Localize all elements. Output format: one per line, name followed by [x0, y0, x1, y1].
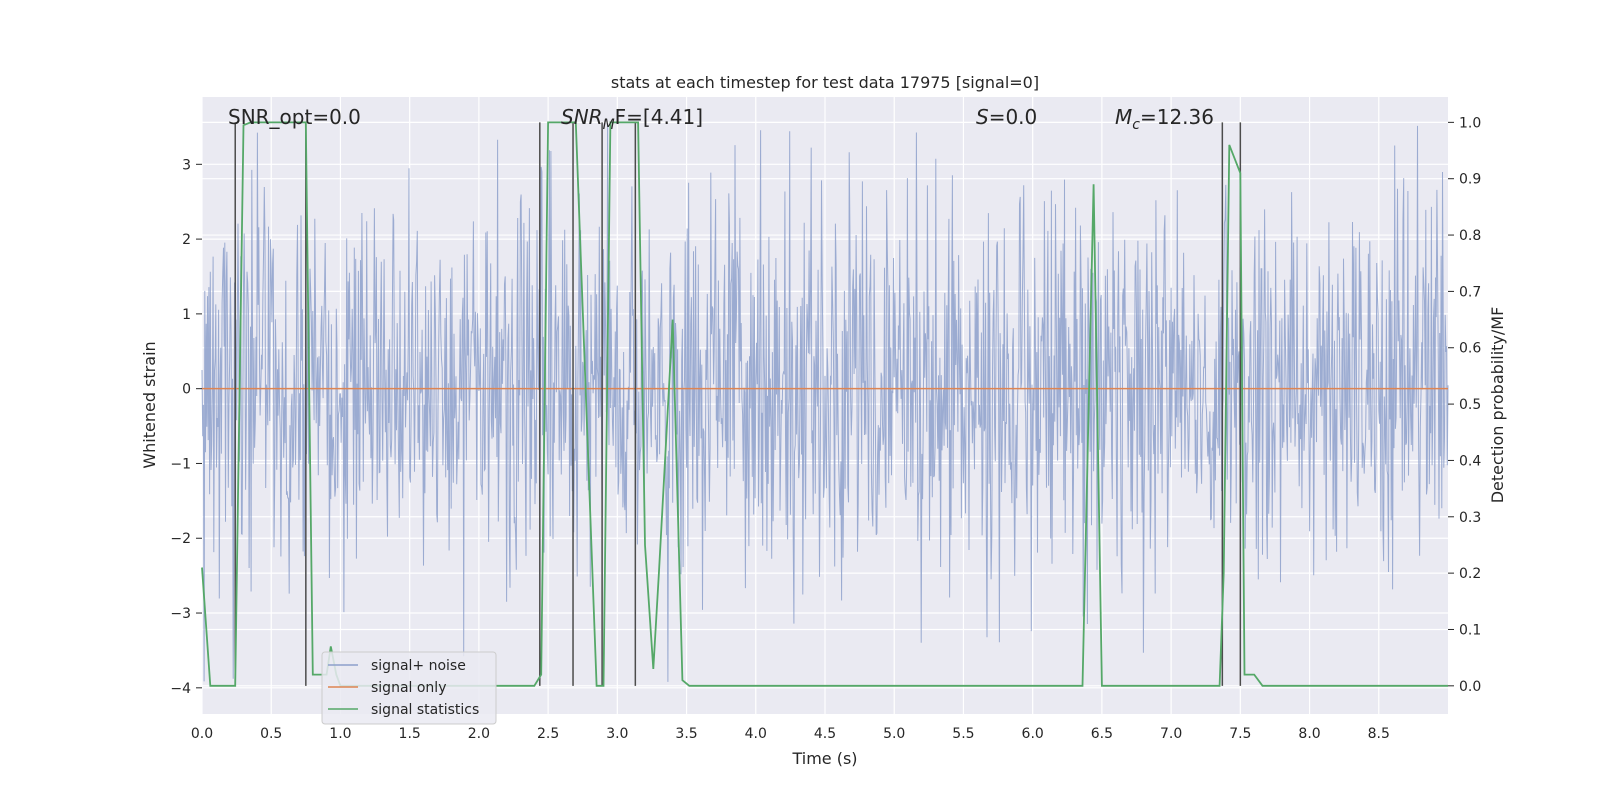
y-axis-label: Whitened strain	[140, 341, 159, 468]
x-tick-label: 0.0	[191, 726, 213, 742]
legend-label-statistics: signal statistics	[371, 702, 479, 718]
vertical-markers	[234, 122, 1242, 686]
y-right-tick-label: 0.3	[1459, 510, 1481, 526]
annotation-snr-mf: SNRMF=[4.41]	[561, 105, 703, 133]
x-tick-label: 2.5	[537, 726, 559, 742]
x-tick-label: 1.0	[329, 726, 351, 742]
x-tick-label: 5.5	[952, 726, 974, 742]
x-tick-label: 0.5	[260, 726, 282, 742]
y-right-tick-label: 0.2	[1459, 566, 1481, 582]
annotation-s: S=0.0	[976, 105, 1037, 129]
x-tick-label: 4.0	[745, 726, 767, 742]
y-axis-ticks: 3 2 1 0 −1 −2 −3 −4	[170, 157, 202, 697]
y-tick-label: −2	[170, 531, 191, 547]
y-tick-label: −4	[170, 681, 191, 697]
annotation-snr-opt: SNR_opt=0.0	[228, 105, 361, 129]
x-tick-label: 8.5	[1368, 726, 1390, 742]
y-tick-label: 3	[182, 157, 191, 173]
y-tick-label: −1	[170, 456, 191, 472]
x-tick-label: 7.5	[1229, 726, 1251, 742]
y-right-tick-label: 0.6	[1459, 341, 1481, 357]
legend-label-noise: signal+ noise	[371, 658, 466, 674]
x-tick-label: 1.5	[399, 726, 421, 742]
statistics-line	[201, 121, 1448, 687]
legend: signal+ noise signal only signal statist…	[321, 651, 497, 725]
y-right-axis-label: Detection probability/MF	[1488, 307, 1507, 504]
y-right-tick-label: 0.8	[1459, 228, 1481, 244]
y-right-tick-label: 0.1	[1459, 622, 1481, 638]
signal-statistics-series	[201, 121, 1448, 687]
y-right-tick-label: 0.5	[1459, 397, 1481, 413]
y-tick-label: 1	[182, 307, 191, 323]
x-tick-label: 8.0	[1298, 726, 1320, 742]
y-right-tick-label: 0.0	[1459, 679, 1481, 695]
y-right-tick-label: 0.9	[1459, 172, 1481, 188]
x-tick-label: 5.0	[883, 726, 905, 742]
chart-title: stats at each timestep for test data 179…	[611, 73, 1039, 92]
x-axis-ticks: 0.0 0.5 1.0 1.5 2.0 2.5 3.0 3.5 4.0 4.5 5.0 5.5 6.0 6…	[191, 726, 1390, 742]
x-tick-label: 6.5	[1091, 726, 1113, 742]
y-tick-label: 2	[182, 232, 191, 248]
x-tick-label: 6.0	[1022, 726, 1044, 742]
y-right-axis-ticks: 1.0 0.9 0.8 0.7 0.6 0.5 0.4 0.3 0.2 0.1 0.0	[1448, 115, 1481, 695]
x-tick-label: 2.0	[468, 726, 490, 742]
y-right-tick-label: 0.4	[1459, 453, 1481, 469]
y-tick-label: 0	[182, 382, 191, 398]
x-tick-label: 3.5	[675, 726, 697, 742]
y-right-tick-label: 0.7	[1459, 284, 1481, 300]
legend-label-signal-only: signal only	[371, 680, 446, 696]
y-right-tick-label: 1.0	[1459, 115, 1481, 131]
x-axis-label: Time (s)	[791, 749, 857, 768]
annotation-mc: Mc=12.36	[1115, 105, 1214, 133]
x-tick-label: 4.5	[814, 726, 836, 742]
x-tick-label: 3.0	[606, 726, 628, 742]
x-tick-label: 7.0	[1160, 726, 1182, 742]
legend-box	[321, 651, 497, 725]
y-tick-label: −3	[170, 606, 191, 622]
